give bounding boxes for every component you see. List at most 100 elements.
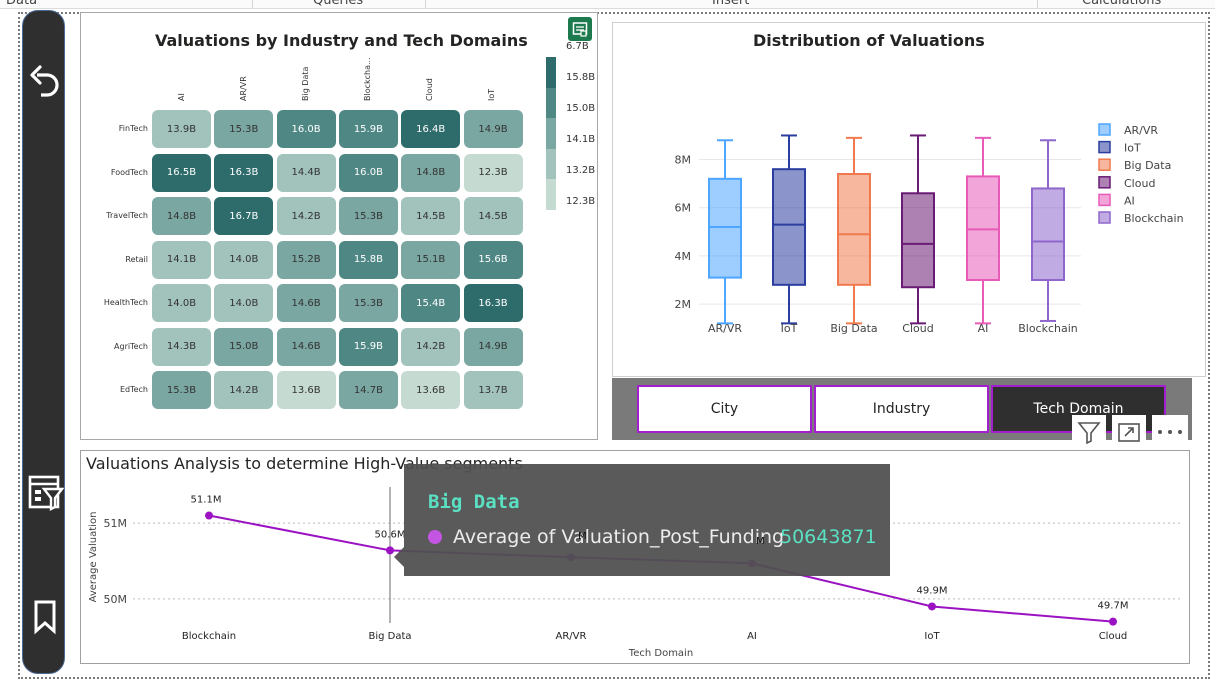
- heatmap-cell[interactable]: 14.2B: [276, 197, 336, 235]
- heatmap-cell[interactable]: 15.0B: [214, 327, 274, 366]
- linechart-point[interactable]: [386, 546, 394, 555]
- heatmap-cell[interactable]: 12.3B: [463, 153, 523, 192]
- heatmap-cell[interactable]: 13.7B: [463, 371, 523, 409]
- heatmap-cell[interactable]: 15.2B: [276, 240, 336, 279]
- boxplot-legend-label[interactable]: Blockchain: [1124, 212, 1184, 225]
- heatmap-cell[interactable]: 15.8B: [338, 240, 398, 279]
- heatmap-cell[interactable]: 14.1B: [152, 240, 211, 279]
- bookmark-icon[interactable]: [23, 599, 66, 635]
- heatmap-cell[interactable]: 14.2B: [214, 371, 274, 409]
- linechart-y-tick: 50M: [104, 593, 128, 606]
- heatmap-legend-tick: 14.1B: [566, 134, 596, 145]
- heatmap-row-label: FoodTech: [110, 167, 148, 177]
- linechart-data-label: 51.1M: [191, 495, 222, 506]
- heatmap-cell[interactable]: 14.4B: [276, 153, 336, 192]
- heatmap-cell[interactable]: 14.6B: [276, 284, 336, 322]
- boxplot-legend-swatch: [1098, 211, 1111, 224]
- tooltip-title: Big Data: [428, 491, 520, 513]
- boxplot-x-label: AR/VR: [708, 322, 742, 335]
- heatmap-cell[interactable]: 16.5B: [152, 153, 211, 192]
- heatmap-color-legend: [546, 57, 556, 210]
- heatmap-cell[interactable]: 15.3B: [214, 110, 274, 148]
- heatmap-cell[interactable]: 15.3B: [338, 284, 398, 322]
- ribbon-tab-calculations[interactable]: Calculations: [1082, 0, 1162, 8]
- ribbon-tab-queries[interactable]: Queries: [313, 0, 364, 8]
- boxplot-box[interactable]: [966, 136, 1000, 325]
- heatmap-cell[interactable]: 14.2B: [401, 327, 461, 366]
- heatmap-cell[interactable]: 14.8B: [152, 197, 211, 235]
- heatmap-cell[interactable]: 13.6B: [276, 371, 336, 409]
- boxplot-box[interactable]: [837, 136, 871, 325]
- heatmap-cell[interactable]: 14.5B: [463, 197, 523, 235]
- heatmap-cell[interactable]: 14.0B: [214, 284, 274, 322]
- heatmap-cell[interactable]: 16.7B: [214, 197, 274, 235]
- heatmap-cell[interactable]: 14.8B: [401, 153, 461, 192]
- more-options-icon[interactable]: [1152, 415, 1188, 449]
- tooltip-value: 50643871: [780, 526, 877, 548]
- heatmap-card[interactable]: Valuations by Industry and Tech Domains …: [80, 12, 598, 440]
- heatmap-cell[interactable]: 15.1B: [401, 240, 461, 279]
- heatmap-cell[interactable]: 15.6B: [463, 240, 523, 279]
- boxplot-box[interactable]: [901, 134, 935, 325]
- tooltip: Big Data Average of Valuation_Post_Fundi…: [394, 464, 890, 576]
- boxplot-x-label: Blockchain: [1018, 322, 1078, 335]
- boxplot-box[interactable]: [708, 139, 742, 325]
- heatmap-cell[interactable]: 16.3B: [214, 153, 274, 192]
- hidden-label-fragment: M: [578, 531, 587, 542]
- heatmap-cell[interactable]: 14.0B: [214, 240, 274, 279]
- linechart-y-tick: 51M: [104, 517, 128, 530]
- linechart-point[interactable]: [928, 602, 936, 611]
- boxplot-legend-label[interactable]: IoT: [1124, 142, 1141, 155]
- heatmap-cell[interactable]: 13.6B: [401, 371, 461, 409]
- focus-mode-icon[interactable]: [1112, 415, 1146, 449]
- ribbon-tab-data[interactable]: Data: [6, 0, 38, 8]
- heatmap-row-label: FinTech: [118, 124, 148, 133]
- boxplot-box[interactable]: [1031, 139, 1065, 322]
- linechart-x-label: AR/VR: [556, 631, 587, 642]
- filter-icon[interactable]: [1072, 415, 1106, 449]
- boxplot-legend-label[interactable]: Cloud: [1124, 177, 1155, 190]
- boxplot-legend-label[interactable]: AR/VR: [1124, 124, 1158, 137]
- heatmap-cell[interactable]: 15.9B: [338, 110, 398, 148]
- ribbon-tab-insert[interactable]: Insert: [712, 0, 750, 8]
- heatmap-cell[interactable]: 15.4B: [401, 284, 461, 322]
- boxplot-chart: 8M 6M 4M 2M AR/VR AR/VR IoT IoT Big Data Big Data…: [675, 123, 1184, 335]
- heatmap-cell[interactable]: 16.4B: [401, 110, 461, 148]
- slicer-city-button[interactable]: City: [637, 385, 812, 433]
- navigation-bar: [22, 10, 65, 674]
- boxplot-legend-label[interactable]: AI: [1124, 194, 1135, 207]
- heatmap-cell[interactable]: 14.3B: [152, 327, 211, 366]
- heatmap-cell[interactable]: 16.0B: [276, 110, 336, 148]
- linechart-point[interactable]: [1109, 617, 1117, 626]
- boxplot-card[interactable]: Distribution of Valuations 8M 6M 4M 2M AR/VR…: [612, 22, 1206, 377]
- heatmap-cell[interactable]: 14.7B: [338, 371, 398, 409]
- boxplot-legend-swatch: [1098, 140, 1111, 154]
- heatmap-legend-tick: 6.7B: [566, 41, 589, 52]
- linechart-point[interactable]: [205, 511, 213, 520]
- heatmap-cell[interactable]: 15.3B: [338, 197, 398, 235]
- heatmap-cell[interactable]: 14.9B: [463, 327, 523, 366]
- heatmap-cell[interactable]: 15.3B: [152, 371, 211, 409]
- heatmap-cell[interactable]: 15.9B: [338, 327, 398, 366]
- boxplot-box[interactable]: [772, 134, 806, 325]
- filter-pane-icon[interactable]: [23, 473, 66, 513]
- boxplot-legend-label[interactable]: Big Data: [1124, 159, 1171, 172]
- heatmap-cell[interactable]: 16.3B: [463, 284, 523, 322]
- table-icon[interactable]: [568, 17, 592, 41]
- heatmap-legend-tick: 12.3B: [566, 196, 596, 207]
- heatmap-cell[interactable]: 14.5B: [401, 197, 461, 235]
- heatmap-column-label: AI: [177, 93, 186, 101]
- boxplot-x-label: AI: [978, 322, 989, 335]
- heatmap-cell[interactable]: 14.9B: [463, 110, 523, 148]
- heatmap-cell[interactable]: 14.6B: [276, 327, 336, 366]
- tooltip-dot: [428, 530, 442, 544]
- boxplot-x-label: Cloud: [902, 322, 933, 335]
- heatmap-cell[interactable]: 16.0B: [338, 153, 398, 192]
- heatmap-cell[interactable]: 14.0B: [152, 284, 211, 322]
- slicer-tech-domain-button[interactable]: Tech Domain: [991, 385, 1166, 433]
- slicer-industry-button[interactable]: Industry: [814, 385, 989, 433]
- tooltip-pointer: [394, 547, 404, 567]
- boxplot-y-tick: 4M: [675, 250, 692, 263]
- back-arrow-icon[interactable]: [23, 61, 66, 101]
- heatmap-cell[interactable]: 13.9B: [152, 110, 211, 148]
